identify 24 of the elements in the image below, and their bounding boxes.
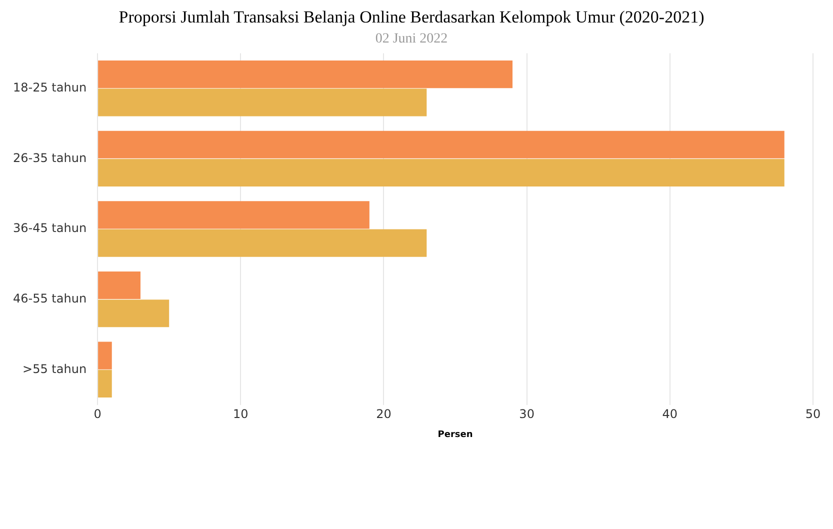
bar [98, 370, 112, 398]
bar [98, 342, 112, 370]
x-axis-title: Persen [438, 430, 473, 440]
bar [98, 130, 784, 158]
x-tick-label: 10 [233, 407, 248, 422]
x-tick-label: 20 [376, 407, 392, 422]
bar [98, 60, 513, 88]
bar [98, 229, 427, 257]
chart-subtitle: 02 Juni 2022 [375, 31, 448, 46]
bar [98, 201, 370, 229]
y-tick-label: 18-25 tahun [12, 80, 87, 94]
y-tick-label: 36-45 tahun [12, 221, 87, 236]
bar [98, 300, 170, 328]
x-tick-label: 30 [519, 407, 534, 422]
bar [98, 158, 784, 187]
x-tick-label: 50 [805, 407, 821, 422]
y-tick-label: 46-55 tahun [12, 291, 87, 306]
x-tick-label: 40 [662, 407, 678, 422]
chart-title: Proporsi Jumlah Transaksi Belanja Online Berdasarkan Kelompok Umur (2020-2021) [118, 8, 704, 27]
x-tick-label: 0 [94, 407, 102, 422]
y-tick-label: 26-35 tahun [12, 150, 87, 165]
bar [98, 271, 140, 300]
y-tick-label: >55 tahun [22, 362, 87, 376]
bar [98, 88, 427, 116]
